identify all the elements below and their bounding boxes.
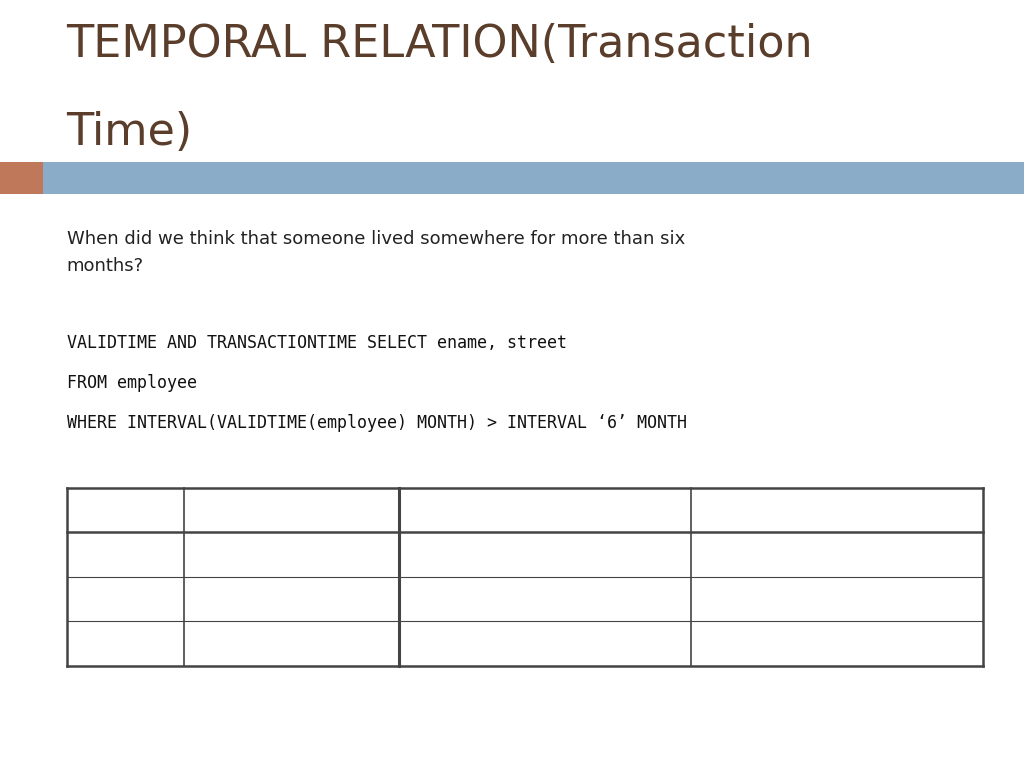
Text: [1996-01-01 - 9999-12-31): [1996-01-01 - 9999-12-31) [409,540,611,554]
Text: [1995-07-01 - 1995-09-01): [1995-07-01 - 1995-09-01) [700,629,903,643]
Text: Lilian: Lilian [76,629,120,643]
Text: When did we think that someone lived somewhere for more than six
months?: When did we think that someone lived som… [67,230,685,275]
Text: [1996-01-01 - 9999-12-31): [1996-01-01 - 9999-12-31) [409,584,611,598]
Text: 46 Speedway: 46 Speedway [194,629,296,643]
Text: Niederdorfstrasse 2: Niederdorfstrasse 2 [194,584,348,598]
Text: Franziska: Franziska [76,584,152,598]
Text: Time): Time) [67,111,193,154]
Text: street: street [194,495,239,509]
Text: FROM employee: FROM employee [67,374,197,392]
Text: [1995-02-02 - 9999-12-31): [1995-02-02 - 9999-12-31) [409,629,611,643]
Text: VALIDTIME AND TRANSACTIONTIME SELECT ename, street: VALIDTIME AND TRANSACTIONTIME SELECT ena… [67,334,566,352]
Text: [1995-07-01 - 1995-08-01): [1995-07-01 - 1995-08-01) [700,540,903,554]
Text: Franziska: Franziska [76,540,152,554]
Text: Valid: Valid [409,495,446,509]
Text: WHERE INTERVAL(VALIDTIME(employee) MONTH) > INTERVAL ‘6’ MONTH: WHERE INTERVAL(VALIDTIME(employee) MONTH… [67,414,686,432]
Text: Transaction: Transaction [700,495,792,509]
Text: TEMPORAL RELATION(Transaction: TEMPORAL RELATION(Transaction [67,23,813,66]
Text: ename: ename [76,495,127,509]
Text: [1995-08-01 - 1995-09-01): [1995-08-01 - 1995-09-01) [700,584,903,598]
Bar [67,488,983,666]
Bar [0,162,43,194]
Text: Rennweg 683: Rennweg 683 [194,540,299,554]
Bar [43,162,1024,194]
